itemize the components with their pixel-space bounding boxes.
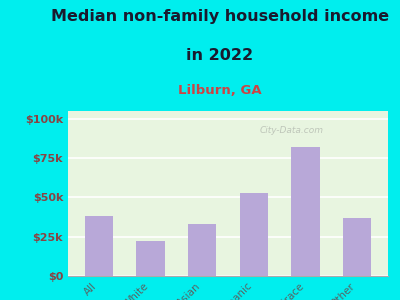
Text: Lilburn, GA: Lilburn, GA	[178, 84, 262, 97]
Bar	[85, 216, 113, 276]
Text: Median non-family household income: Median non-family household income	[51, 9, 389, 24]
Bar	[188, 224, 216, 276]
Text: in 2022: in 2022	[186, 48, 254, 63]
Bar	[136, 242, 165, 276]
Bar	[291, 147, 320, 276]
Bar	[343, 218, 371, 276]
Bar	[240, 193, 268, 276]
Text: City-Data.com: City-Data.com	[260, 126, 324, 135]
